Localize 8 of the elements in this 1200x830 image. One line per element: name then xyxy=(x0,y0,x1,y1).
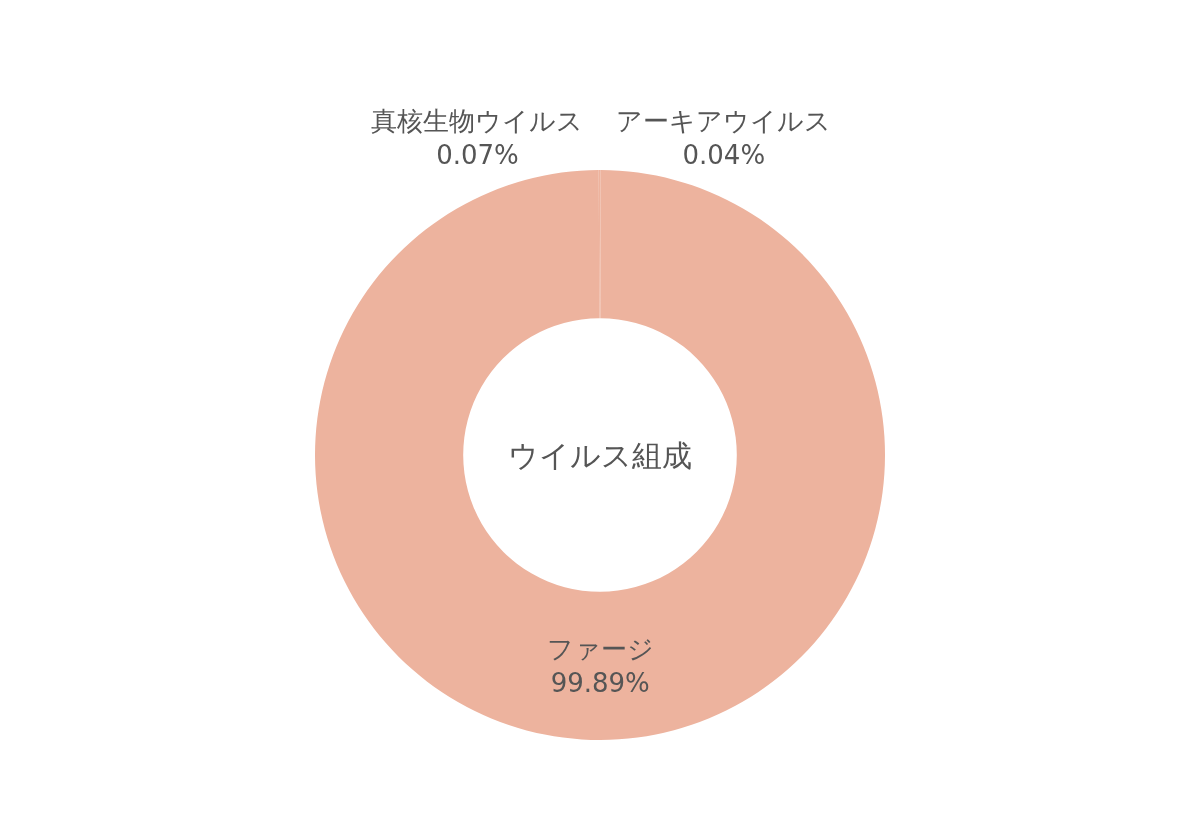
data-label: 99.89% xyxy=(550,667,650,698)
slice-label: アーキアウイルス xyxy=(616,106,832,137)
slice-label: ファージ xyxy=(546,634,654,664)
text: ウイルス組成 xyxy=(508,438,692,473)
slice-label: 真核生物ウイルス xyxy=(371,106,584,137)
data-label: 0.04% xyxy=(682,140,766,170)
data-label: 0.07% xyxy=(436,140,519,170)
donut-slice xyxy=(315,170,885,740)
